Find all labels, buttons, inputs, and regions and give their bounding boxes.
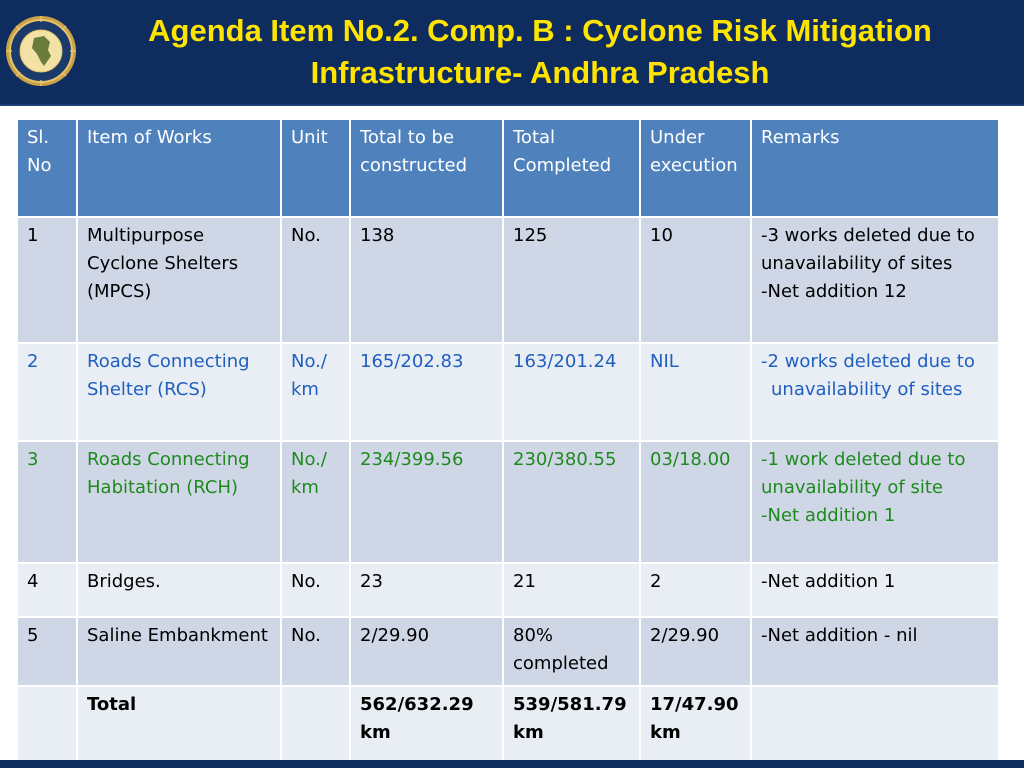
remark-line: unavailability of sites bbox=[771, 379, 963, 400]
cell-completed: 539/581.79 km bbox=[502, 685, 641, 760]
ndma-emblem-icon bbox=[4, 14, 78, 88]
cell-sl: 3 bbox=[16, 440, 78, 564]
cell-under-execution: 2 bbox=[639, 562, 752, 618]
cell-completed: 21 bbox=[502, 562, 641, 618]
cell-remarks bbox=[750, 685, 998, 760]
works-table: Sl. No Item of Works Unit Total to be co… bbox=[16, 118, 998, 760]
cell-remarks: -Net addition - nil bbox=[750, 616, 998, 687]
cell-total: 165/202.83 bbox=[349, 342, 504, 442]
cell-under-execution: NIL bbox=[639, 342, 752, 442]
title-line-1: Agenda Item No.2. Comp. B : Cyclone Risk… bbox=[148, 13, 932, 48]
cell-completed: 163/201.24 bbox=[502, 342, 641, 442]
col-header-completed: Total Completed bbox=[502, 118, 641, 218]
cell-sl bbox=[16, 685, 78, 760]
cell-total: 562/632.29 km bbox=[349, 685, 504, 760]
col-header-remarks: Remarks bbox=[750, 118, 998, 218]
cell-under-execution: 10 bbox=[639, 216, 752, 344]
cell-completed: 80% completed bbox=[502, 616, 641, 687]
remark-line: -2 works deleted due to bbox=[761, 351, 975, 372]
slide-title: Agenda Item No.2. Comp. B : Cyclone Risk… bbox=[90, 10, 990, 94]
table-header-row: Sl. No Item of Works Unit Total to be co… bbox=[16, 118, 998, 218]
remark-line: -3 works deleted due to unavailability o… bbox=[761, 225, 975, 274]
cell-item: Roads Connecting Habitation (RCH) bbox=[76, 440, 282, 564]
slide-header: Agenda Item No.2. Comp. B : Cyclone Risk… bbox=[0, 0, 1024, 106]
cell-item: Saline Embankment bbox=[76, 616, 282, 687]
cell-remarks: -Net addition 1 bbox=[750, 562, 998, 618]
cell-completed: 230/380.55 bbox=[502, 440, 641, 564]
works-table-container: Sl. No Item of Works Unit Total to be co… bbox=[16, 118, 998, 760]
remark-line: -Net addition - nil bbox=[761, 625, 918, 646]
cell-unit: No./ km bbox=[280, 342, 351, 442]
remark-line: -Net addition 1 bbox=[761, 571, 896, 592]
remark-line: -Net addition 12 bbox=[761, 281, 907, 302]
col-header-item: Item of Works bbox=[76, 118, 282, 218]
cell-unit: No. bbox=[280, 562, 351, 618]
cell-under-execution: 03/18.00 bbox=[639, 440, 752, 564]
cell-total: 23 bbox=[349, 562, 504, 618]
col-header-sl-no: Sl. No bbox=[16, 118, 78, 218]
cell-sl: 4 bbox=[16, 562, 78, 618]
col-header-unit: Unit bbox=[280, 118, 351, 218]
cell-total: 234/399.56 bbox=[349, 440, 504, 564]
cell-sl: 5 bbox=[16, 616, 78, 687]
cell-sl: 2 bbox=[16, 342, 78, 442]
title-line-2: Infrastructure- Andhra Pradesh bbox=[310, 55, 770, 90]
cell-completed: 125 bbox=[502, 216, 641, 344]
remark-line: -1 work deleted due to unavailability of… bbox=[761, 449, 966, 498]
cell-item: Total bbox=[76, 685, 282, 760]
cell-under-execution: 17/47.90 km bbox=[639, 685, 752, 760]
cell-total: 138 bbox=[349, 216, 504, 344]
cell-remarks: -2 works deleted due to unavailability o… bbox=[750, 342, 998, 442]
table-row-total: Total 562/632.29 km 539/581.79 km 17/47.… bbox=[16, 685, 998, 760]
cell-item: Bridges. bbox=[76, 562, 282, 618]
cell-sl: 1 bbox=[16, 216, 78, 344]
table-row: 1 Multipurpose Cyclone Shelters (MPCS) N… bbox=[16, 216, 998, 344]
cell-unit: No. bbox=[280, 216, 351, 344]
cell-remarks: -1 work deleted due to unavailability of… bbox=[750, 440, 998, 564]
cell-under-execution: 2/29.90 bbox=[639, 616, 752, 687]
cell-unit: No./ km bbox=[280, 440, 351, 564]
cell-item: Multipurpose Cyclone Shelters (MPCS) bbox=[76, 216, 282, 344]
cell-remarks: -3 works deleted due to unavailability o… bbox=[750, 216, 998, 344]
table-row: 3 Roads Connecting Habitation (RCH) No./… bbox=[16, 440, 998, 564]
table-row: 2 Roads Connecting Shelter (RCS) No./ km… bbox=[16, 342, 998, 442]
col-header-total: Total to be constructed bbox=[349, 118, 504, 218]
cell-total: 2/29.90 bbox=[349, 616, 504, 687]
remark-line: -Net addition 1 bbox=[761, 505, 896, 526]
cell-unit bbox=[280, 685, 351, 760]
col-header-under-execution: Under execution bbox=[639, 118, 752, 218]
cell-unit: No. bbox=[280, 616, 351, 687]
footer-bar bbox=[0, 760, 1024, 768]
cell-item: Roads Connecting Shelter (RCS) bbox=[76, 342, 282, 442]
table-row: 5 Saline Embankment No. 2/29.90 80% comp… bbox=[16, 616, 998, 687]
table-row: 4 Bridges. No. 23 21 2 -Net addition 1 bbox=[16, 562, 998, 618]
